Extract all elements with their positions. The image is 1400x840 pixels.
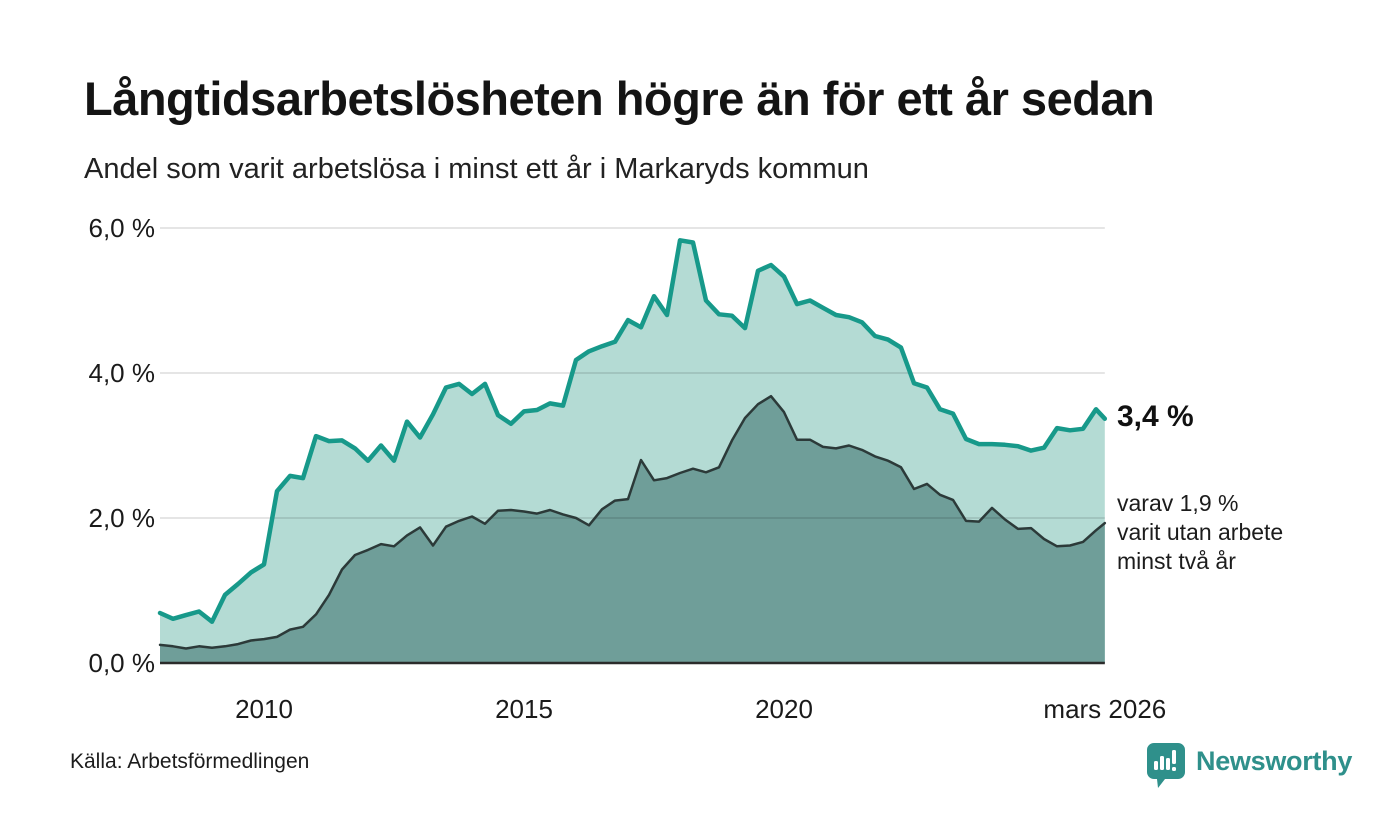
source-note: Källa: Arbetsförmedlingen [70,750,310,773]
secondary-value-line3: minst två år [1117,548,1236,574]
latest-value-label: 3,4 % [1117,400,1194,433]
x-tick-label: 2015 [495,694,553,724]
newsworthy-logo-text: Newsworthy [1196,746,1353,776]
x-tick-label: mars 2026 [1043,694,1167,724]
newsworthy-logo-icon [1147,743,1185,788]
secondary-value-line1: varav 1,9 % [1117,490,1239,516]
x-tick-label: 2010 [235,694,293,724]
chart-subtitle: Andel som varit arbetslösa i minst ett å… [84,153,869,185]
y-tick-label: 4,0 % [88,358,156,388]
page-title: Långtidsarbetslösheten högre än för ett … [84,72,1155,125]
secondary-value-line2: varit utan arbete [1117,519,1284,545]
y-tick-label: 0,0 % [88,648,156,678]
y-tick-label: 6,0 % [88,213,156,243]
newsworthy-logo: Newsworthy [1146,742,1352,790]
secondary-value-label: varav 1,9 % varit utan arbete minst två … [1117,489,1347,576]
y-tick-label: 2,0 % [88,503,156,533]
x-tick-label: 2020 [755,694,813,724]
